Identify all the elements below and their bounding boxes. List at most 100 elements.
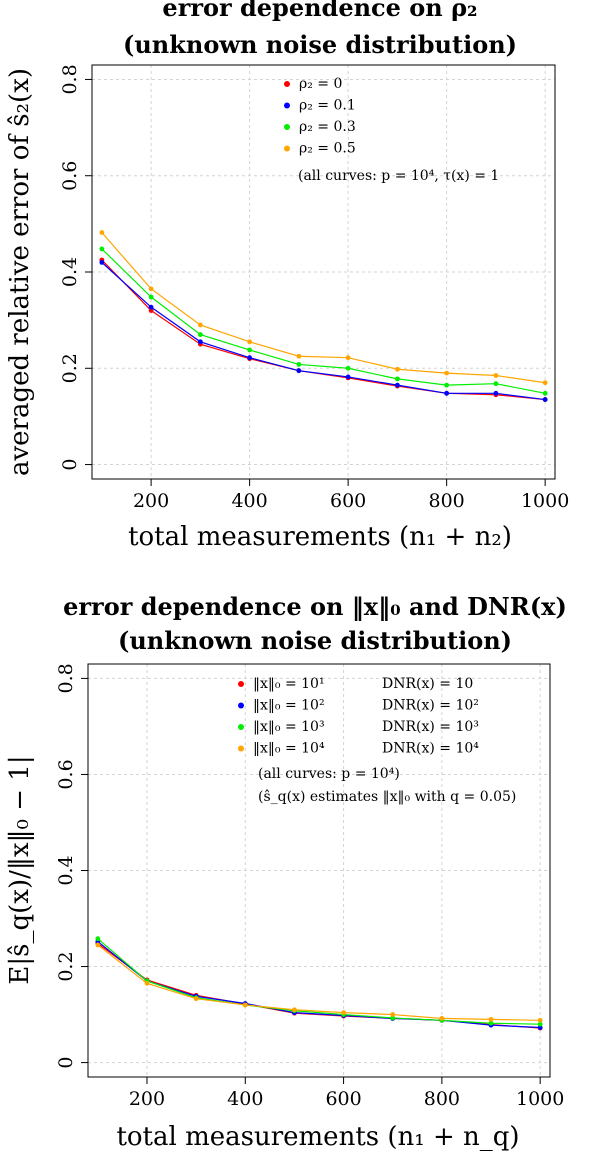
chart-1-data-point — [345, 374, 351, 380]
chart-1-data-point — [247, 339, 253, 345]
chart-2-legend-label: ‖x‖₀ = 10⁴ — [253, 741, 325, 757]
chart-2-legend-note: (all curves: p = 10⁴) — [258, 766, 400, 782]
chart-2-axes: 200 400 600 800 1000 0 0.2 0.4 0.6 0.8 — [55, 663, 564, 1110]
chart-1-legend-marker — [284, 102, 290, 109]
chart-1-axes: 200 400 600 800 1000 0 0.2 0.4 0.6 0.8 — [59, 64, 569, 512]
chart-1-data-point — [247, 347, 253, 353]
chart-2-series — [95, 936, 543, 1031]
chart-1-data-point — [197, 339, 203, 345]
chart-1-series-line — [101, 248, 546, 394]
chart-1-data-point — [148, 286, 154, 292]
chart-2-legend-marker — [238, 681, 244, 687]
chart-2-legend-label-dnr: DNR(x) = 10³ — [382, 719, 479, 735]
chart-2-x-tick-label: 600 — [325, 1088, 361, 1110]
chart-1-legend-marker — [284, 124, 290, 130]
chart-2-data-point — [537, 1025, 543, 1030]
chart-2-y-tick-label: 0.2 — [55, 951, 77, 981]
chart-2-legend: ‖x‖₀ = 10¹ DNR(x) = 10 ‖x‖₀ = 10² DNR(x) = … — [238, 676, 516, 805]
chart-1-data-point — [493, 390, 499, 396]
chart-1-data-point — [493, 381, 499, 387]
chart-1-legend-marker — [284, 145, 290, 152]
chart-1-legend-note: (all curves: p = 10⁴, τ(x) = 1 — [298, 168, 499, 184]
chart-2-title-line2: (unknown noise distribution) — [118, 626, 512, 655]
chart-1-legend-label: ρ₂ = 0.5 — [299, 141, 356, 157]
chart-1-data-point — [296, 353, 302, 359]
chart-1-data-point — [444, 370, 450, 376]
chart-2-data-point — [488, 1020, 494, 1026]
chart-2-y-tick-label: 0 — [55, 1057, 77, 1069]
chart-2-data-point — [144, 980, 150, 986]
chart-1-series-line — [101, 259, 546, 401]
chart-2-data-point — [95, 942, 101, 948]
chart-1-legend-marker — [284, 81, 290, 87]
chart-2-y-tick-label: 0.6 — [55, 759, 77, 789]
chart-2: error dependence on ‖x‖₀ and DNR(x) (unk… — [5, 592, 567, 1152]
chart-1-data-point — [99, 259, 105, 265]
chart-2-data-point — [292, 1007, 297, 1013]
chart-1-data-point — [542, 390, 548, 396]
chart-2-series-line — [97, 938, 541, 1025]
chart-1-legend-label: ρ₂ = 0.3 — [299, 119, 356, 135]
chart-1-x-axis-label: total measurements (n₁ + n₂) — [128, 522, 512, 552]
chart-1-data-point — [99, 230, 105, 235]
chart-1-x-tick-label: 400 — [231, 490, 267, 512]
chart-2-data-point — [390, 1015, 396, 1021]
chart-1-data-point — [444, 390, 450, 396]
chart-2-data-point — [537, 1021, 543, 1027]
chart-1-legend: ρ₂ = 0 ρ₂ = 0.1 ρ₂ = 0.3 ρ₂ = 0.5 (all curve… — [284, 76, 499, 184]
chart-1-data-point — [394, 376, 400, 382]
chart-2-x-tick-label: 400 — [227, 1088, 263, 1110]
chart-2-legend-marker — [238, 702, 244, 709]
chart-2-legend-label-dnr: DNR(x) = 10⁴ — [382, 741, 479, 757]
chart-1-data-point — [296, 368, 302, 374]
chart-1-data-point — [444, 382, 450, 388]
chart-1-x-tick-label: 200 — [133, 490, 169, 512]
chart-1-y-tick-label: 0.6 — [59, 161, 81, 191]
chart-2-data-point — [488, 1016, 494, 1022]
chart-2-grid — [88, 664, 550, 1077]
chart-1-data-point — [394, 382, 400, 388]
chart-1-data-point — [197, 332, 203, 337]
chart-2-data-point — [537, 1017, 543, 1023]
chart-2-data-point — [439, 1016, 445, 1021]
chart-1-y-tick-label: 0 — [59, 459, 81, 471]
chart-2-y-tick-label: 0.4 — [55, 855, 77, 885]
chart-1-data-point — [197, 322, 203, 328]
chart-1: error dependence on ρ₂ (unknown noise di… — [5, 0, 569, 552]
chart-2-x-axis-label: total measurements (n₁ + n_q) — [116, 1122, 519, 1152]
chart-2-legend-label: ‖x‖₀ = 10² — [253, 698, 325, 714]
chart-2-y-axis-label: E|ŝ_q(x)/‖x‖₀ − 1| — [5, 755, 35, 984]
chart-1-data-point — [394, 366, 400, 372]
chart-1-data-point — [148, 308, 154, 313]
chart-1-data-point — [99, 246, 105, 252]
chart-2-x-tick-label: 1000 — [516, 1088, 564, 1110]
chart-2-data-point — [193, 996, 199, 1002]
chart-1-y-tick-label: 0.8 — [59, 64, 81, 94]
chart-1-data-point — [148, 304, 154, 310]
chart-2-y-tick-label: 0.8 — [55, 663, 77, 693]
chart-1-data-point — [542, 380, 548, 386]
chart-1-legend-label: ρ₂ = 0 — [299, 76, 342, 92]
chart-1-data-point — [345, 365, 351, 371]
chart-2-series-line — [97, 941, 541, 1029]
chart-2-title-line1: error dependence on ‖x‖₀ and DNR(x) — [63, 592, 567, 621]
chart-1-title-line1: error dependence on ρ₂ — [162, 0, 477, 22]
chart-1-title-line2: (unknown noise distribution) — [123, 30, 517, 59]
chart-2-legend-marker — [238, 745, 244, 752]
chart-2-series-line — [97, 944, 541, 1021]
chart-1-data-point — [296, 362, 302, 367]
chart-2-data-point — [390, 1012, 396, 1017]
chart-1-data-point — [247, 355, 253, 361]
chart-1-data-point — [148, 294, 154, 300]
chart-2-legend-marker — [238, 724, 244, 730]
chart-1-series-line — [101, 232, 546, 384]
chart-2-x-tick-label: 200 — [129, 1088, 165, 1110]
chart-1-y-tick-label: 0.2 — [59, 353, 81, 383]
chart-1-data-point — [493, 373, 499, 378]
chart-1-y-tick-label: 0.4 — [59, 257, 81, 287]
chart-1-x-tick-label: 600 — [330, 490, 366, 512]
chart-2-x-tick-label: 800 — [424, 1088, 460, 1110]
chart-1-series-line — [101, 261, 546, 401]
chart-2-legend-label-dnr: DNR(x) = 10 — [382, 676, 473, 692]
chart-1-series — [99, 230, 548, 402]
